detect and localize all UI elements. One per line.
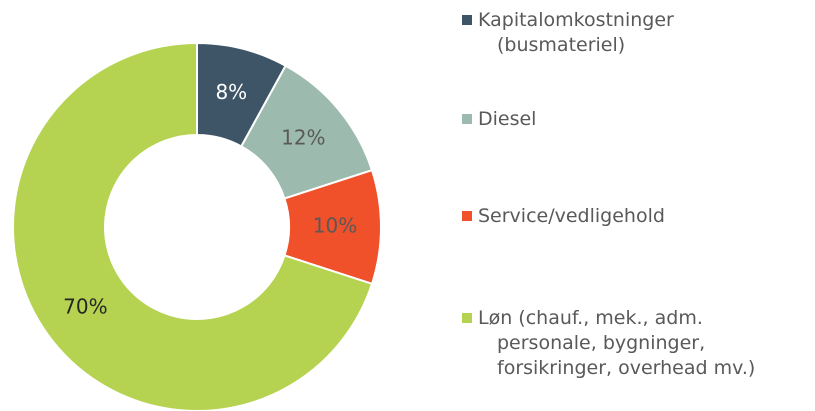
data-label: 8% [215, 80, 247, 104]
data-label: 70% [63, 295, 107, 319]
legend-label: Service/vedligehold [478, 205, 665, 227]
legend-label: Diesel [478, 108, 536, 130]
legend-swatch [462, 313, 472, 323]
legend-swatch [462, 114, 472, 124]
legend-label: Løn (chauf., mek., adm. personale, bygnin… [478, 307, 755, 379]
legend-swatch [462, 211, 472, 221]
legend-label: Kapitalomkostninger (busmateriel) [478, 9, 674, 56]
data-label: 12% [281, 126, 325, 150]
data-label: 10% [313, 214, 357, 238]
legend-swatch [462, 15, 472, 25]
